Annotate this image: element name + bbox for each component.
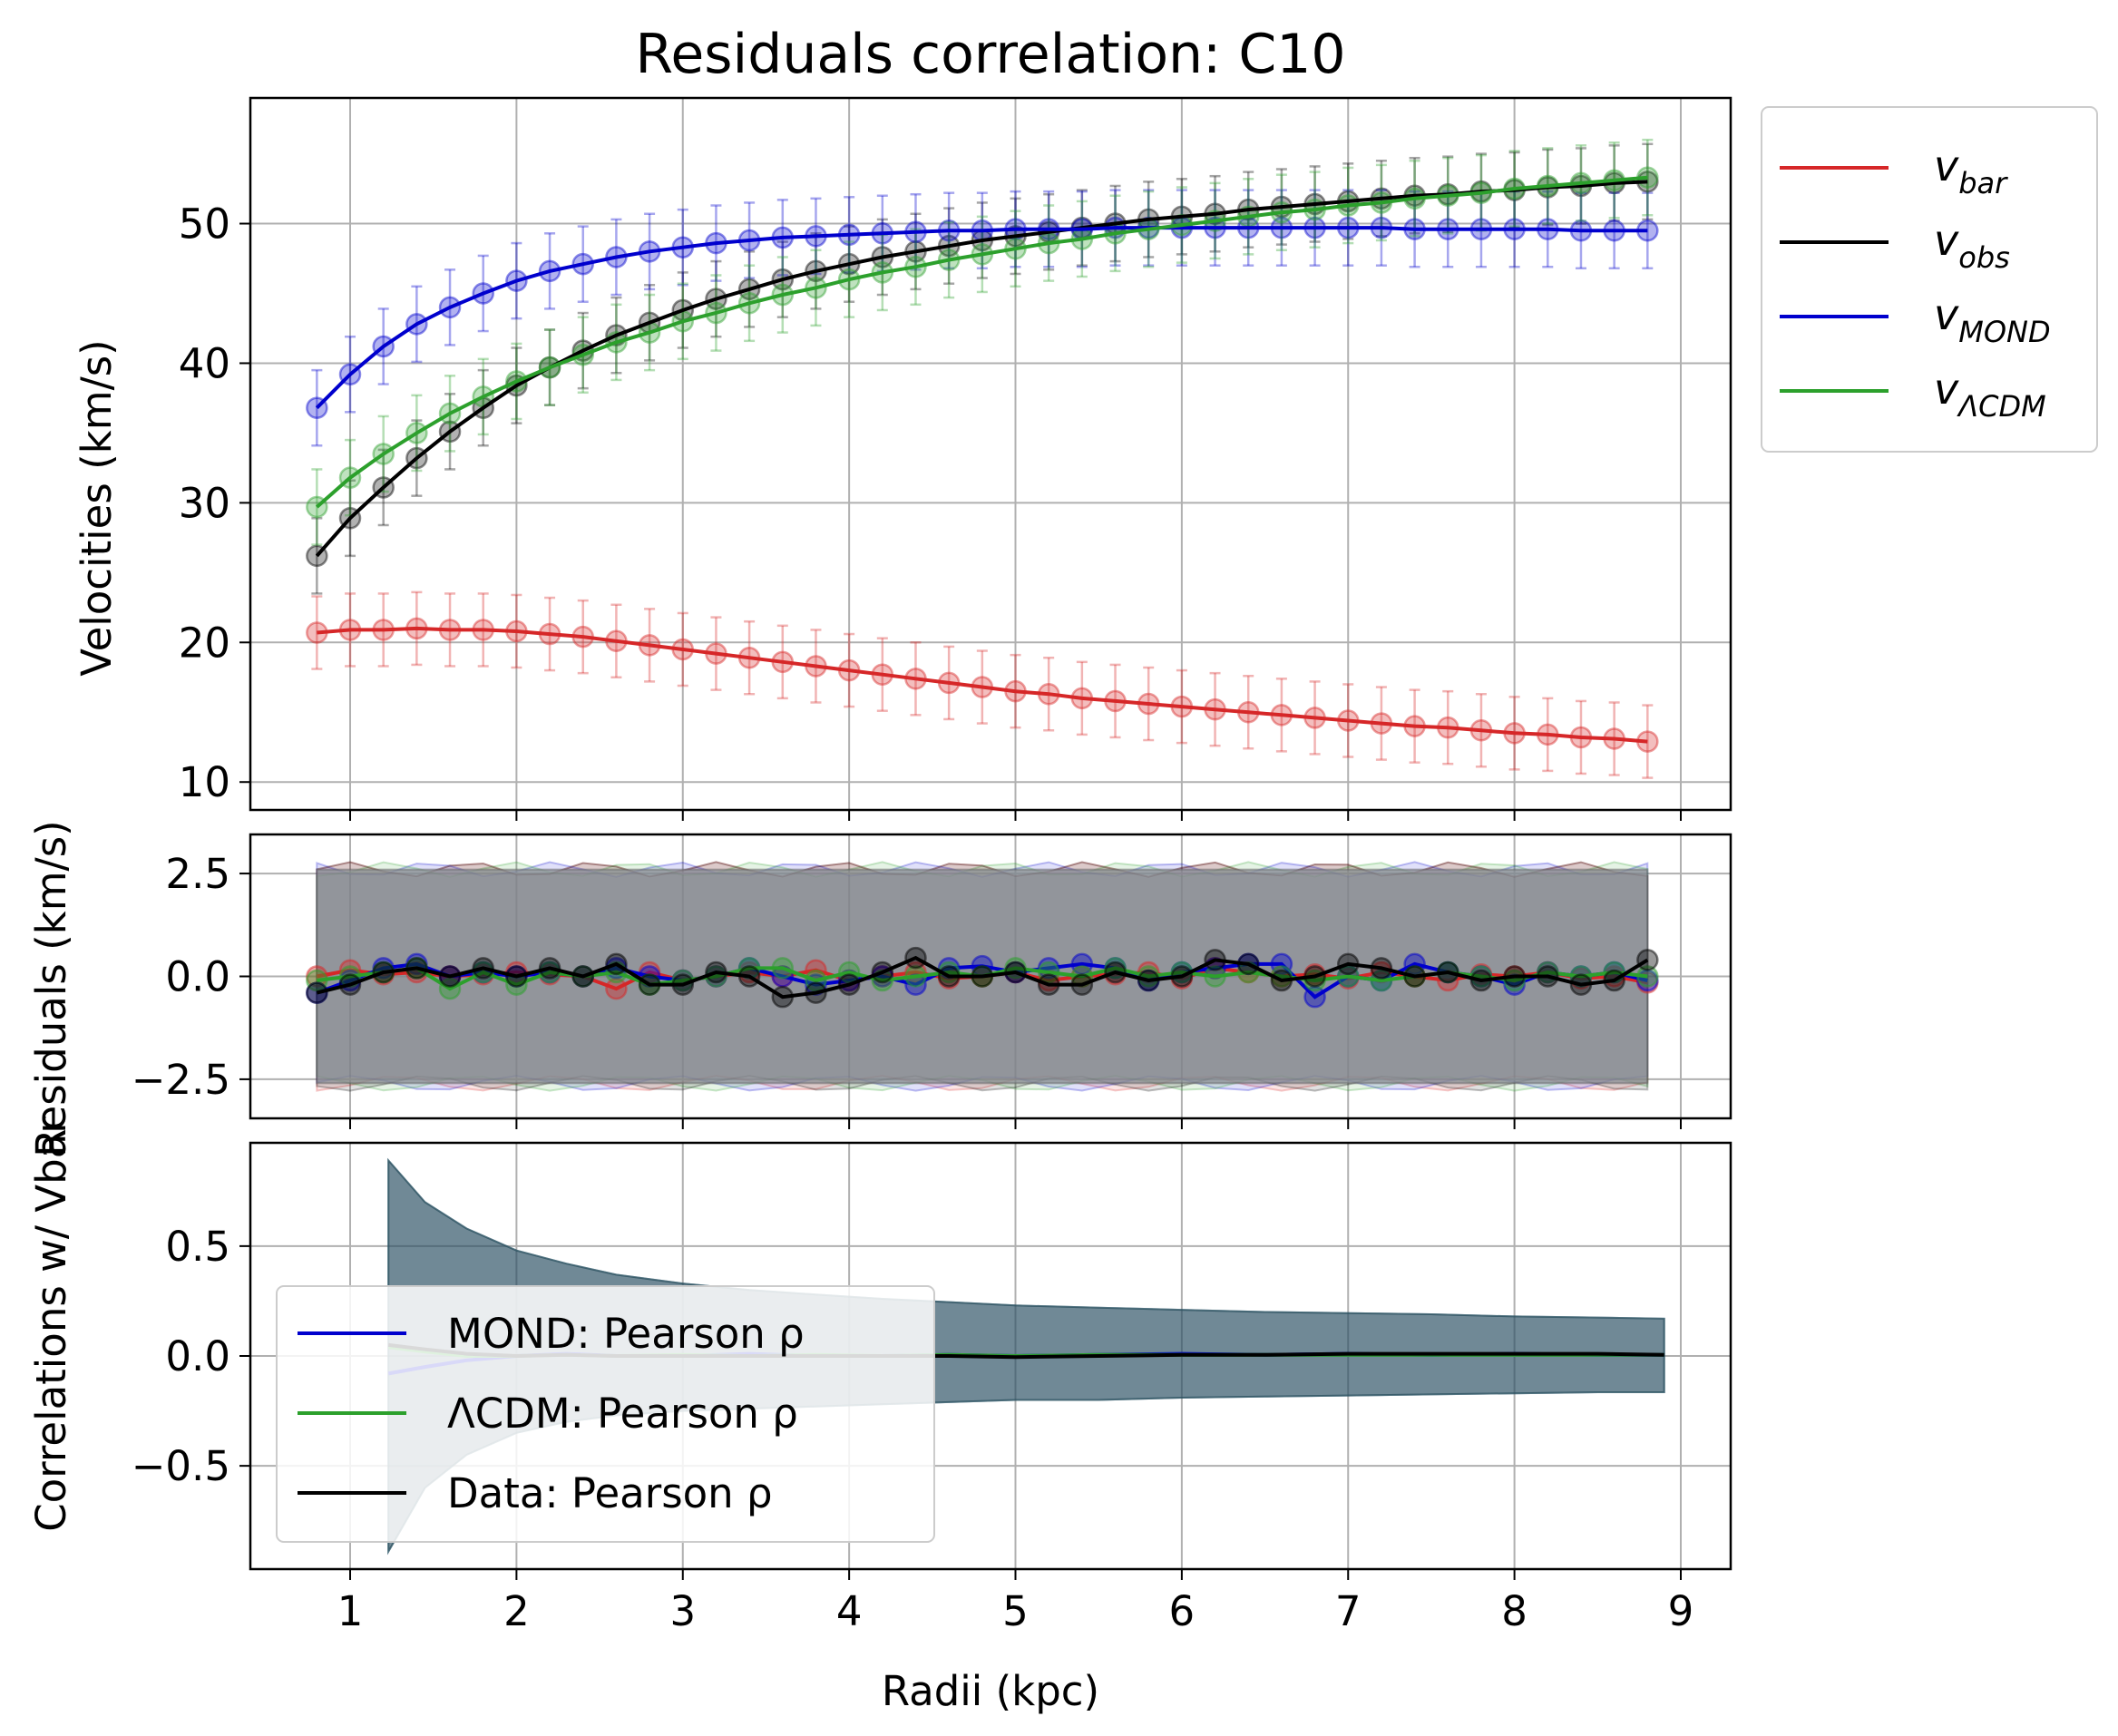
legend-label-mond: vMOND [1934, 290, 2051, 349]
fit-line-bar [317, 626, 1648, 744]
y-axis-label-correlations: Correlations w/ Vbar [27, 1117, 75, 1532]
legend-label-mond: MOND: Pearson ρ [447, 1310, 805, 1358]
y-tick-label: −0.5 [132, 1442, 230, 1490]
y-tick-label: 0.5 [165, 1223, 230, 1271]
y-tick-label: 0.0 [165, 1332, 230, 1380]
y-tick-label: 2.5 [165, 850, 230, 898]
y-tick-label: 0.0 [165, 953, 230, 1001]
y-tick-label: 30 [179, 479, 230, 527]
legend-box [1761, 106, 2098, 453]
y-tick-label: 20 [179, 619, 230, 667]
y-tick-label: −2.5 [132, 1056, 230, 1104]
x-tick-label: 5 [1002, 1587, 1029, 1635]
x-tick-label: 1 [337, 1587, 364, 1635]
x-tick-label: 4 [836, 1587, 863, 1635]
residual-series-obs [306, 946, 1659, 1009]
y-tick-label: 40 [179, 339, 230, 387]
y-axis-label-velocities: Velocities (km/s) [73, 339, 121, 676]
legend-label-obs: Data: Pearson ρ [447, 1469, 773, 1517]
x-tick-label: 6 [1169, 1587, 1196, 1635]
y-tick-label: 50 [179, 200, 230, 249]
legend-label-lcdm: vΛCDM [1934, 365, 2046, 424]
x-axis-label: Radii (kpc) [882, 1667, 1099, 1715]
y-tick-label: 10 [179, 758, 230, 806]
velocities-panel: 10 20 30 40 50 [179, 96, 1732, 821]
x-tick-label: 8 [1501, 1587, 1527, 1635]
legend-label-obs: vobs [1934, 216, 2010, 275]
axes-frame [249, 833, 1732, 1120]
legend-velocities: vbar vobs vMOND vΛCDM [1761, 106, 2098, 453]
x-tick-label: 2 [503, 1587, 530, 1635]
y-axis-label-residuals: Residuals (km/s) [27, 820, 75, 1156]
fit-line-lcdm [315, 175, 1648, 509]
chart-title: Residuals correlation: C10 [635, 23, 1345, 86]
legend-label-bar: vbar [1934, 141, 2008, 200]
x-tick-label: 7 [1335, 1587, 1362, 1635]
residual-line-obs [316, 955, 1649, 1000]
axes-frame [249, 96, 1732, 812]
legend-label-lcdm: ΛCDM: Pearson ρ [447, 1390, 798, 1438]
axes-frame [249, 1141, 1732, 1571]
residuals-panel: −2.5 0.0 2.5 [132, 833, 1732, 1129]
fit-line-mond [315, 226, 1648, 410]
legend-correlations: MOND: Pearson ρ ΛCDM: Pearson ρ Data: Pear… [276, 1285, 935, 1543]
x-tick-label: 3 [669, 1587, 696, 1635]
x-tick-label: 9 [1668, 1587, 1694, 1635]
series-bar [306, 590, 1659, 779]
legend-box [276, 1285, 935, 1543]
residual-point [1636, 949, 1659, 971]
